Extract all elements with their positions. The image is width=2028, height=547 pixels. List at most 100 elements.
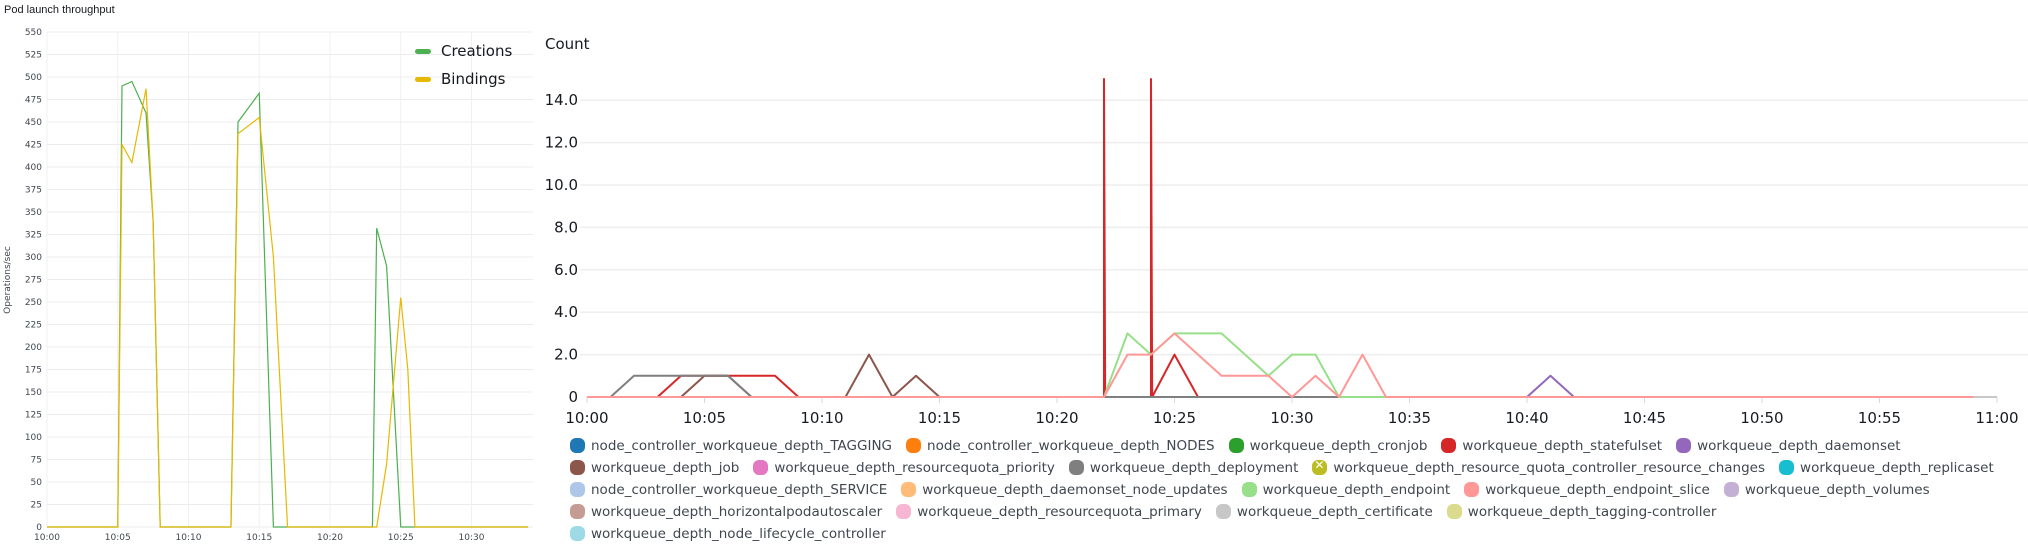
legend-item-workqueue_depth_job[interactable]: workqueue_depth_job	[570, 458, 739, 477]
x-tick-label: 10:30	[1270, 409, 1313, 427]
legend-swatch-icon	[906, 438, 922, 453]
legend-swatch-icon	[570, 438, 585, 453]
legend-item-workqueue_depth_resourcequota_priority[interactable]: workqueue_depth_resourcequota_priority	[753, 458, 1055, 477]
legend-item-workqueue_depth_cronjob[interactable]: workqueue_depth_cronjob	[1228, 436, 1428, 455]
y-tick-label: 14.0	[545, 91, 578, 109]
x-tick-label: 10:15	[246, 533, 272, 543]
legend-label: workqueue_depth_resource_quota_controlle…	[1333, 459, 1766, 476]
legend-swatch-icon	[1068, 460, 1084, 475]
legend-item-workqueue_depth_daemonset[interactable]: workqueue_depth_daemonset	[1676, 436, 1901, 455]
legend-label: workqueue_depth_resourcequota_primary	[917, 503, 1202, 520]
y-tick-label: 225	[25, 321, 42, 331]
legend-swatch-creations	[415, 49, 431, 54]
legend-label: node_controller_workqueue_depth_NODES	[927, 437, 1215, 454]
legend-item-workqueue_depth_endpoint[interactable]: workqueue_depth_endpoint	[1241, 480, 1451, 499]
pod-launch-throughput-chart: 0 25 50 75 100 125 150 175 200 225 250 275 300 325 350…	[3, 28, 533, 543]
series-line-workqueue_depth_statefulset	[587, 78, 1997, 398]
legend-item-node_controller_workqueue_depth_NODES[interactable]: node_controller_workqueue_depth_NODES	[906, 436, 1215, 455]
y-tick-label: 4.0	[554, 303, 578, 321]
legend-swatch-icon	[1215, 504, 1231, 519]
legend-label: workqueue_depth_daemonset_node_updates	[922, 481, 1228, 498]
y-tick-label: 2.0	[554, 346, 578, 364]
y-tick-label: 275	[25, 276, 42, 286]
legend-swatch-bindings	[415, 77, 431, 82]
y-axis-label: Count	[545, 35, 590, 53]
x-tick-label: 10:20	[1035, 409, 1078, 427]
x-tick-label: 10:45	[1623, 409, 1666, 427]
x-tick-label: 10:10	[800, 409, 843, 427]
legend-label: node_controller_workqueue_depth_SERVICE	[591, 481, 888, 498]
legend-swatch-icon	[1241, 482, 1257, 497]
series-line-workqueue_depth_daemonset	[587, 374, 1997, 398]
legend-label: workqueue_depth_daemonset	[1697, 437, 1901, 454]
legend-item-workqueue_depth_endpoint_slice[interactable]: workqueue_depth_endpoint_slice	[1464, 480, 1710, 499]
legend-swatch-icon	[570, 460, 585, 475]
legend-label: workqueue_depth_endpoint_slice	[1485, 481, 1710, 498]
legend-item-workqueue_depth_daemonset_node_updates[interactable]: workqueue_depth_daemonset_node_updates	[901, 480, 1228, 499]
x-tick-label: 10:30	[459, 533, 485, 543]
legend-label: workqueue_depth_tagging-controller	[1467, 503, 1717, 520]
x-tick-label: 10:10	[176, 533, 202, 543]
x-tick-label: 10:00	[34, 533, 60, 543]
legend-swatch-icon	[1312, 458, 1328, 475]
legend-label-bindings: Bindings	[441, 70, 506, 88]
legend-swatch-icon	[570, 482, 585, 497]
legend-label: node_controller_workqueue_depth_TAGGING	[591, 437, 893, 454]
legend-item-workqueue_depth_deployment[interactable]: workqueue_depth_deployment	[1068, 458, 1298, 477]
legend-item-node_controller_workqueue_depth_SERVICE[interactable]: node_controller_workqueue_depth_SERVICE	[570, 480, 887, 499]
legend-swatch-icon	[1441, 438, 1457, 453]
legend-swatch-icon	[570, 504, 585, 519]
y-tick-label: 0	[568, 388, 578, 406]
legend-label: workqueue_depth_cronjob	[1249, 437, 1428, 454]
y-axis-label: Operations/sec	[3, 246, 13, 314]
y-tick-label: 200	[25, 343, 42, 353]
legend-swatch-icon	[1464, 482, 1480, 497]
y-tick-label: 125	[25, 411, 42, 421]
legend-item-workqueue_depth_statefulset[interactable]: workqueue_depth_statefulset	[1441, 436, 1662, 455]
y-tick-label: 550	[25, 28, 42, 38]
legend-swatch-icon	[1779, 460, 1795, 475]
x-tick-label: 10:55	[1858, 409, 1901, 427]
x-tick-label: 10:00	[565, 409, 608, 427]
y-tick-label: 150	[25, 388, 42, 398]
legend-swatch-icon	[1723, 482, 1739, 497]
y-tick-label: 500	[25, 73, 42, 83]
y-tick-label: 175	[25, 366, 42, 376]
y-tick-label: 425	[25, 141, 42, 151]
y-tick-label: 6.0	[554, 261, 578, 279]
legend-item-workqueue_depth_node_lifecycle_controller[interactable]: workqueue_depth_node_lifecycle_controlle…	[570, 524, 886, 543]
legend-item-workqueue_depth_resource_quota_controller_resource_changes[interactable]: workqueue_depth_resource_quota_controlle…	[1312, 458, 1765, 477]
y-tick-label: 25	[31, 501, 42, 511]
workqueue-depth-chart: Count 0 2.0 4.0 6.0 8.0 10.0 12.0 14.0 10:00 10:05…	[545, 35, 2028, 427]
legend-label: workqueue_depth_endpoint	[1262, 481, 1451, 498]
legend-label: workqueue_depth_node_lifecycle_controlle…	[591, 525, 886, 542]
legend-item-workqueue_depth_horizontalpodautoscaler[interactable]: workqueue_depth_horizontalpodautoscaler	[570, 502, 882, 521]
x-tick-label: 10:25	[1153, 409, 1196, 427]
y-tick-label: 50	[31, 478, 43, 488]
series-line-workqueue_depth_endpoint	[587, 332, 1997, 398]
legend-label: workqueue_depth_volumes	[1744, 481, 1930, 498]
x-tick-label: 11:00	[1975, 409, 2018, 427]
x-tick-label: 10:05	[683, 409, 726, 427]
legend-item-workqueue_depth_resourcequota_primary[interactable]: workqueue_depth_resourcequota_primary	[896, 502, 1202, 521]
y-tick-label: 250	[25, 298, 42, 308]
legend-label: workqueue_depth_job	[591, 459, 740, 476]
series-line-bindings	[47, 88, 529, 528]
x-tick-label: 10:05	[105, 533, 131, 543]
y-tick-label: 10.0	[545, 176, 578, 194]
legend-item-workqueue_depth_volumes[interactable]: workqueue_depth_volumes	[1723, 480, 1930, 499]
legend-item-workqueue_depth_tagging-controller[interactable]: workqueue_depth_tagging-controller	[1446, 502, 1717, 521]
legend-label: workqueue_depth_horizontalpodautoscaler	[591, 503, 883, 520]
x-tick-label: 10:15	[918, 409, 961, 427]
legend-label: workqueue_depth_replicaset	[1800, 459, 1994, 476]
legend-label: workqueue_depth_resourcequota_priority	[774, 459, 1055, 476]
legend-label-creations: Creations	[441, 42, 512, 60]
legend-item-node_controller_workqueue_depth_TAGGING[interactable]: node_controller_workqueue_depth_TAGGING	[570, 436, 892, 455]
y-tick-label: 12.0	[545, 134, 578, 152]
x-tick-label: 10:35	[1388, 409, 1431, 427]
legend-item-workqueue_depth_certificate[interactable]: workqueue_depth_certificate	[1215, 502, 1433, 521]
y-tick-label: 375	[25, 186, 42, 196]
legend-item-workqueue_depth_replicaset[interactable]: workqueue_depth_replicaset	[1779, 458, 1994, 477]
legend-swatch-icon	[753, 460, 769, 475]
y-tick-label: 400	[25, 163, 42, 173]
